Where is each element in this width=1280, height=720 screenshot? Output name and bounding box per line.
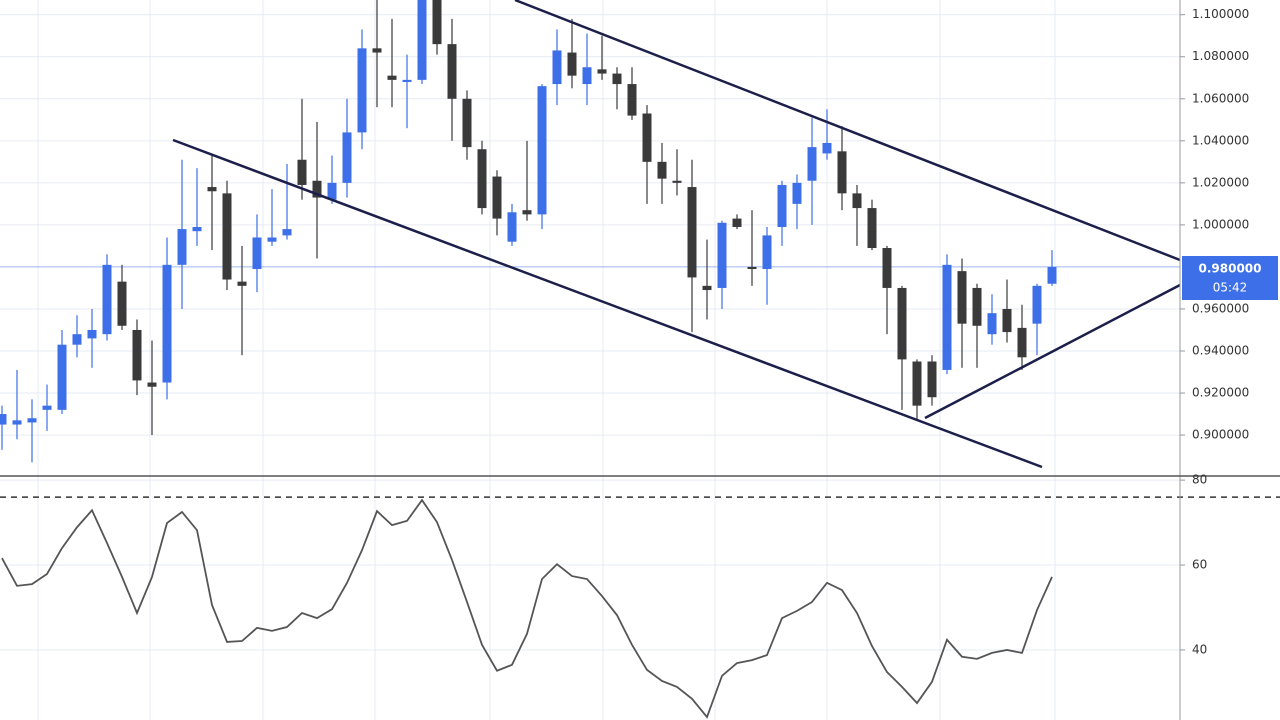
y-tick-label: 0.900000 — [1192, 428, 1249, 442]
candle-body — [957, 271, 967, 324]
y-tick-label: 80 — [1192, 473, 1207, 487]
y-tick-label: 0.920000 — [1192, 386, 1249, 400]
candle-body — [417, 0, 427, 80]
y-tick-label: 0.940000 — [1192, 343, 1249, 357]
candle-body — [147, 382, 157, 387]
candle-body — [492, 176, 502, 219]
countdown: 05:42 — [1213, 281, 1248, 295]
candle-body — [702, 285, 712, 291]
candle-body — [1032, 285, 1042, 324]
candle-body — [1047, 266, 1057, 284]
price-badge — [1182, 256, 1278, 300]
candle-body — [387, 75, 397, 80]
y-tick-label: 1.020000 — [1192, 175, 1249, 189]
candle-body — [837, 151, 847, 194]
candle-body — [777, 184, 787, 227]
y-tick-label: 1.100000 — [1192, 7, 1249, 21]
candle-body — [402, 79, 412, 82]
candle-body — [447, 44, 457, 99]
candle-body — [297, 159, 307, 185]
y-tick-label: 1.060000 — [1192, 91, 1249, 105]
y-tick-label: 1.040000 — [1192, 133, 1249, 147]
candle-body — [912, 361, 922, 406]
candle-body — [312, 180, 322, 198]
candle-body — [747, 266, 757, 270]
candle-body — [252, 237, 262, 270]
candle-body — [57, 344, 67, 410]
candle-body — [477, 149, 487, 209]
candle-body — [552, 50, 562, 85]
candle-body — [642, 113, 652, 162]
time-grid — [37, 0, 1056, 720]
price-badge-label: 0.980000 — [1198, 262, 1261, 276]
candle-body — [462, 98, 472, 148]
candle-body — [132, 329, 142, 381]
candle-body — [222, 193, 232, 280]
y-tick-label: 1.080000 — [1192, 49, 1249, 63]
y-tick-label: 60 — [1192, 558, 1207, 572]
candle-body — [72, 334, 82, 345]
candle-body — [282, 229, 292, 236]
candle-body — [972, 287, 982, 326]
trendline — [514, 0, 1181, 262]
candle-body — [432, 0, 442, 45]
candle-body — [12, 420, 22, 425]
candle-body — [237, 281, 247, 286]
candle-body — [732, 218, 742, 227]
candle-body — [867, 208, 877, 249]
candle-body — [987, 313, 997, 335]
candle-body — [717, 222, 727, 288]
candle-body — [267, 237, 277, 242]
candle-body — [852, 193, 862, 209]
candle-body — [507, 212, 517, 242]
candle-body — [177, 229, 187, 265]
oscillator-line — [1, 498, 1053, 719]
candle-body — [612, 73, 622, 85]
candle-body — [162, 264, 172, 383]
trendline — [924, 283, 1181, 420]
candle-body — [522, 210, 532, 215]
candle-body — [117, 281, 127, 326]
candle-body — [342, 132, 352, 183]
candle-body — [687, 187, 697, 278]
candle-body — [207, 187, 217, 192]
drawings — [172, 0, 1181, 469]
candle-body — [102, 264, 112, 335]
candle-body — [537, 86, 547, 215]
candle-body — [327, 182, 337, 200]
candle-body — [372, 48, 382, 53]
y-tick-label: 0.960000 — [1192, 301, 1249, 315]
candle-body — [597, 69, 607, 74]
candle-body — [657, 161, 667, 179]
candle-body — [27, 418, 37, 423]
candle-body — [672, 180, 682, 183]
candle-body — [42, 405, 52, 410]
y-tick-label: 1.000000 — [1192, 217, 1249, 231]
candle-body — [927, 361, 937, 398]
candle-body — [87, 329, 97, 339]
candle-body — [882, 248, 892, 288]
candle-body — [942, 264, 952, 370]
candle-body — [792, 182, 802, 204]
candle-body — [582, 67, 592, 85]
candle-body — [807, 147, 817, 181]
candle-body — [1002, 308, 1012, 333]
candle-body — [0, 414, 7, 425]
candle-body — [567, 52, 577, 76]
candle-body — [822, 142, 832, 154]
candle-body — [897, 287, 907, 360]
candle-body — [762, 235, 772, 270]
candle-body — [627, 84, 637, 116]
candle-body — [192, 226, 202, 232]
trendline — [172, 138, 1043, 469]
candle-body — [1017, 327, 1027, 358]
y-tick-label: 40 — [1192, 642, 1207, 656]
candle-body — [357, 48, 367, 133]
